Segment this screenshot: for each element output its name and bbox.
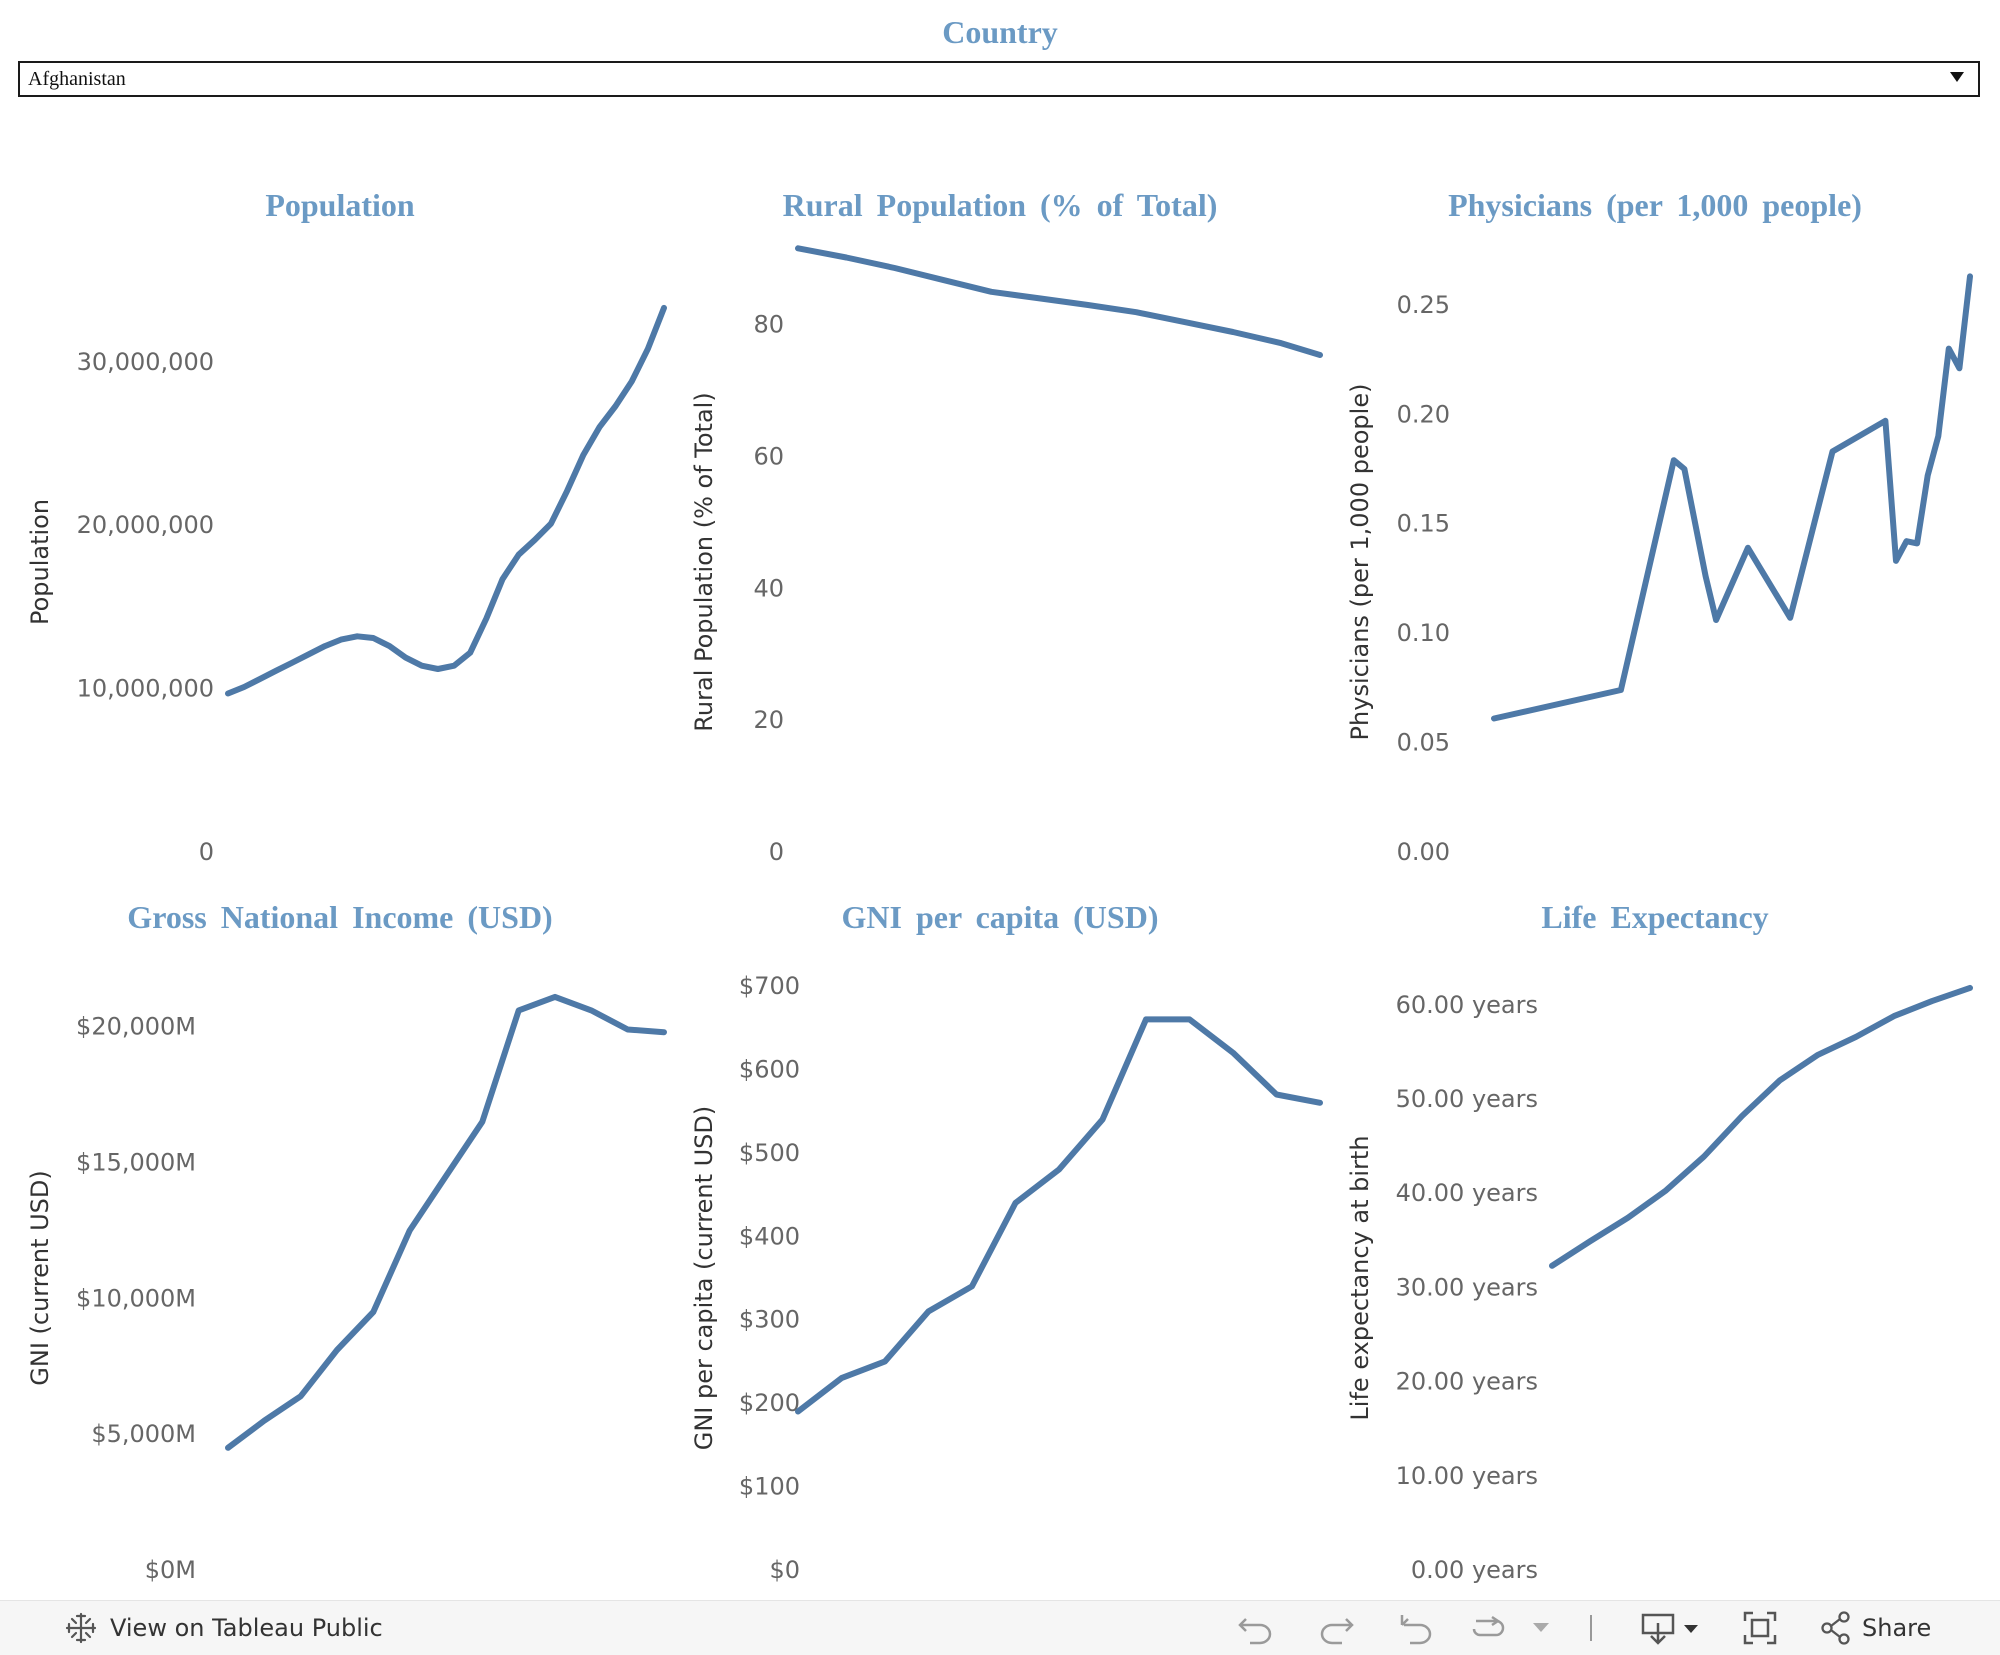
share-button[interactable]: Share [1820, 1601, 1931, 1655]
y-tick-label: 0.00 years [1411, 1556, 1538, 1584]
fullscreen-icon[interactable] [1742, 1601, 1778, 1655]
view-on-tableau-link[interactable]: View on Tableau Public [64, 1601, 383, 1655]
download-icon[interactable] [1640, 1601, 1702, 1655]
pause-dropdown-icon[interactable] [1532, 1601, 1550, 1655]
y-tick-label: 40 [753, 574, 784, 602]
y-axis-label: GNI (current USD) [26, 1170, 54, 1385]
y-tick-label: 50.00 years [1396, 1085, 1538, 1113]
y-tick-label: $200 [739, 1389, 800, 1417]
y-tick-label: $400 [739, 1222, 800, 1250]
y-tick-label: 0.10 [1397, 619, 1450, 647]
y-tick-label: $600 [739, 1055, 800, 1083]
chart-6: Life Expectancy Life expectancy at birth 0… [1346, 899, 1973, 1584]
y-tick-label: 0.20 [1397, 400, 1450, 428]
chevron-down-icon[interactable] [1950, 72, 1964, 82]
chart-title: GNI per capita (USD) [842, 899, 1159, 935]
tableau-logo-icon [64, 1611, 98, 1645]
series-line[interactable] [795, 1016, 1323, 1415]
share-icon [1820, 1611, 1852, 1645]
chart-5: GNI per capita (USD) GNI per capita (curr… [690, 899, 1323, 1584]
tableau-toolbar: View on Tableau Public Share [0, 1600, 2000, 1655]
refresh-icon[interactable] [1468, 1601, 1508, 1655]
y-axis-label: Population [26, 499, 54, 625]
y-tick-label: 60.00 years [1396, 991, 1538, 1019]
series-line[interactable] [225, 304, 667, 697]
y-tick-label: 10,000,000 [77, 675, 214, 703]
chart-title: Life Expectancy [1541, 899, 1768, 935]
series-line[interactable] [1549, 984, 1973, 1269]
country-filter-title: Country [942, 14, 1058, 50]
y-tick-label: 20.00 years [1396, 1368, 1538, 1396]
y-axis-label: Rural Population (% of Total) [690, 392, 718, 731]
y-axis-label: Physicians (per 1,000 people) [1346, 384, 1374, 741]
chart-1: Population Population 0 10,000,000 20,000,00… [26, 187, 667, 866]
y-tick-label: 0.00 [1397, 838, 1450, 866]
y-axis-label: Life expectancy at birth [1346, 1135, 1374, 1420]
y-tick-label: 60 [753, 443, 784, 471]
y-tick-label: 30,000,000 [77, 348, 214, 376]
y-tick-label: 20 [753, 706, 784, 734]
y-tick-label: 0.05 [1397, 729, 1450, 757]
share-label: Share [1862, 1614, 1932, 1642]
undo-icon[interactable] [1236, 1601, 1276, 1655]
toolbar-divider [1590, 1601, 1592, 1655]
y-tick-label: 0 [199, 838, 214, 866]
chart-title: Rural Population (% of Total) [783, 187, 1218, 223]
charts-grid: Population Population 0 10,000,000 20,000,00… [26, 187, 1973, 1584]
series-line[interactable] [1491, 273, 1973, 722]
y-tick-label: $500 [739, 1139, 800, 1167]
y-tick-label: $100 [739, 1473, 800, 1501]
y-tick-label: $15,000M [76, 1149, 196, 1177]
country-dropdown[interactable]: Afghanistan [18, 61, 1980, 97]
y-tick-label: 0 [769, 838, 784, 866]
series-line[interactable] [225, 993, 667, 1451]
y-axis-label: GNI per capita (current USD) [690, 1106, 718, 1451]
view-on-tableau-label: View on Tableau Public [110, 1614, 383, 1642]
chart-3: Physicians (per 1,000 people) Physicians … [1346, 187, 1973, 866]
y-tick-label: 30.00 years [1396, 1273, 1538, 1301]
chart-title: Physicians (per 1,000 people) [1448, 187, 1862, 223]
chart-2: Rural Population (% of Total) Rural Popul… [690, 187, 1323, 866]
y-tick-label: 20,000,000 [77, 511, 214, 539]
y-tick-label: 0.25 [1397, 291, 1450, 319]
y-tick-label: 80 [753, 311, 784, 339]
series-line[interactable] [795, 245, 1323, 358]
chart-4: Gross National Income (USD) GNI (current … [26, 899, 667, 1584]
y-tick-label: $700 [739, 972, 800, 1000]
y-tick-label: $0 [769, 1556, 800, 1584]
chart-title: Gross National Income (USD) [127, 899, 552, 935]
chart-title: Population [265, 187, 415, 223]
revert-icon[interactable] [1396, 1601, 1436, 1655]
y-tick-label: 40.00 years [1396, 1179, 1538, 1207]
y-tick-label: $0M [145, 1556, 196, 1584]
redo-icon[interactable] [1316, 1601, 1356, 1655]
y-tick-label: $300 [739, 1306, 800, 1334]
y-tick-label: $10,000M [76, 1284, 196, 1312]
y-tick-label: $5,000M [91, 1420, 196, 1448]
y-tick-label: 10.00 years [1396, 1462, 1538, 1490]
y-tick-label: $20,000M [76, 1013, 196, 1041]
y-tick-label: 0.15 [1397, 510, 1450, 538]
country-dropdown-value: Afghanistan [28, 68, 126, 90]
